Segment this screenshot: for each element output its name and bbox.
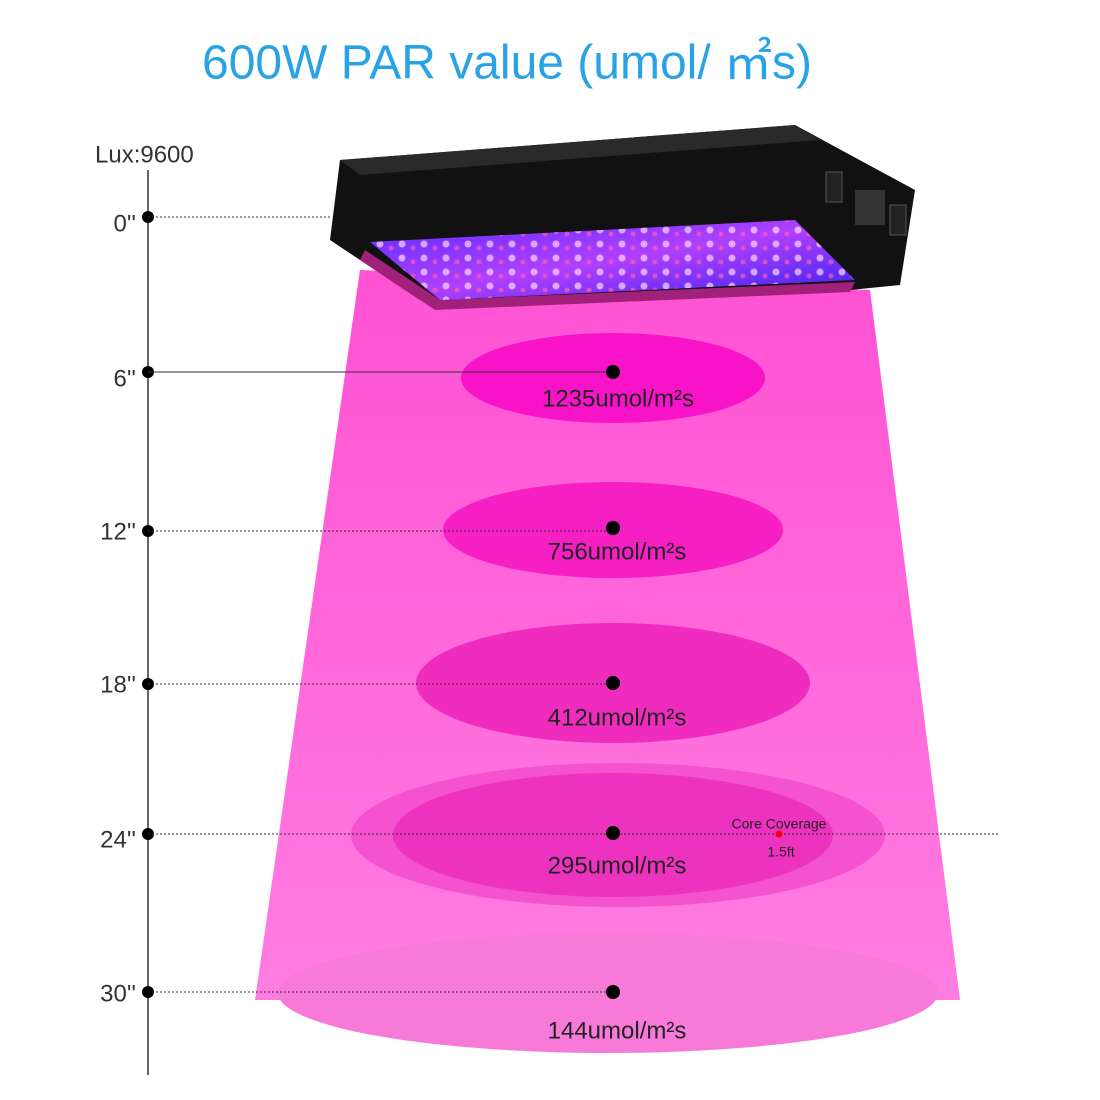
height-label: 0'' bbox=[113, 210, 136, 237]
lamp bbox=[330, 125, 915, 310]
par-label: 1235umol/m²s bbox=[542, 385, 694, 412]
height-label: 12'' bbox=[100, 518, 136, 545]
height-label: 18'' bbox=[100, 671, 136, 698]
height-label: 24'' bbox=[100, 826, 136, 853]
height-label: 6'' bbox=[113, 365, 136, 392]
core-coverage-label: Core Coverage bbox=[732, 816, 827, 832]
par-label: 144umol/m²s bbox=[548, 1017, 687, 1044]
level-dot bbox=[606, 826, 620, 840]
level-dot bbox=[606, 521, 620, 535]
core-dot bbox=[775, 830, 783, 838]
par-label: 295umol/m²s bbox=[548, 852, 687, 879]
height-label: 30'' bbox=[100, 980, 136, 1007]
par-label: 412umol/m²s bbox=[548, 704, 687, 731]
level-dot bbox=[606, 985, 620, 999]
par-label: 756umol/m²s bbox=[548, 538, 687, 565]
level-dot bbox=[606, 676, 620, 690]
core-coverage-size: 1.5ft bbox=[767, 844, 794, 860]
level-dot bbox=[606, 365, 620, 379]
lux-label: Lux:9600 bbox=[95, 141, 194, 168]
title: 600W PAR value (umol/ ㎡s) bbox=[202, 37, 812, 90]
